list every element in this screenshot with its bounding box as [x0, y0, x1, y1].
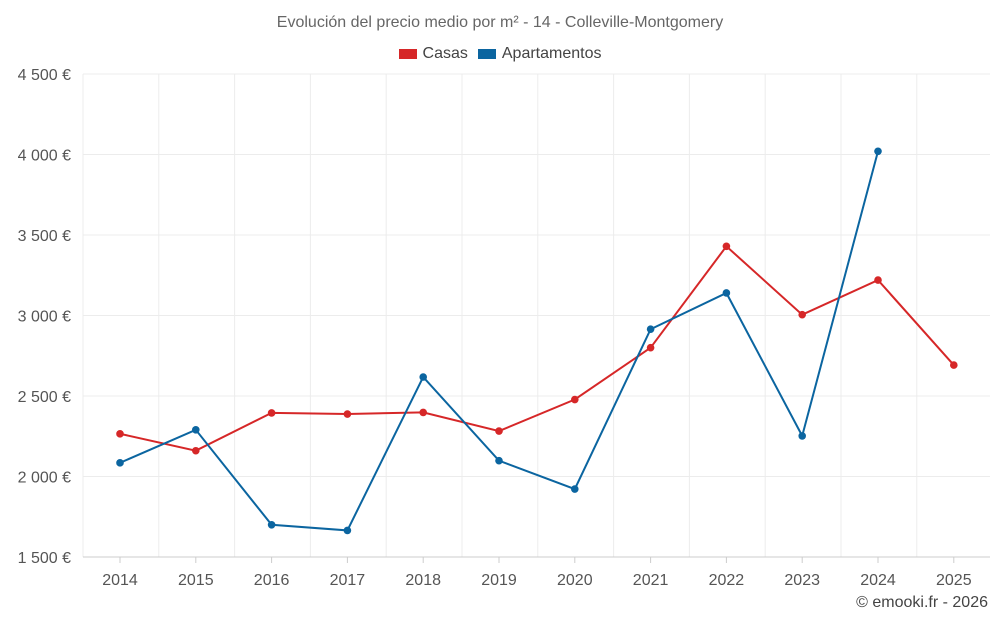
- x-tick-label: 2022: [709, 572, 745, 589]
- y-tick-label: 1 500 €: [18, 550, 71, 567]
- data-point-apartamentos[interactable]: [798, 432, 806, 440]
- x-tick-label: 2024: [860, 572, 896, 589]
- legend-swatch-casas: [398, 49, 417, 59]
- y-tick-label: 4 000 €: [18, 148, 71, 165]
- legend-item-apartamentos[interactable]: Apartamentos: [477, 45, 602, 63]
- y-tick-label: 2 500 €: [18, 389, 71, 406]
- grid: [82, 73, 990, 557]
- x-tick-label: 2018: [405, 572, 441, 589]
- data-point-casas[interactable]: [419, 408, 428, 417]
- legend-label-casas: Casas: [422, 45, 468, 62]
- data-point-apartamentos[interactable]: [722, 289, 731, 297]
- data-point-apartamentos[interactable]: [192, 426, 200, 434]
- data-point-apartamentos[interactable]: [646, 325, 655, 333]
- x-tick-label: 2017: [330, 572, 366, 589]
- x-tick-label: 2023: [784, 572, 820, 589]
- data-point-apartamentos[interactable]: [267, 521, 276, 529]
- x-tick-label: 2025: [936, 572, 972, 589]
- data-point-casas[interactable]: [571, 395, 579, 404]
- data-point-casas[interactable]: [874, 276, 882, 284]
- legend: Casas Apartamentos: [0, 45, 1000, 63]
- x-tick-label: 2020: [557, 572, 593, 589]
- axes: 1 500 € 2 000 € 2 500 € 3 000 € 3 500 € 4 000…: [18, 67, 990, 589]
- data-point-casas[interactable]: [495, 427, 503, 435]
- credit-text: © emooki.fr - 2026: [856, 594, 988, 611]
- chart-title: Evolución del precio medio por m² - 14 -…: [276, 14, 724, 31]
- legend-swatch-apartamentos: [477, 49, 496, 59]
- legend-label-apartamentos: Apartamentos: [501, 45, 602, 62]
- data-point-apartamentos[interactable]: [343, 526, 352, 535]
- x-tick-label: 2021: [633, 572, 669, 589]
- x-tick-label: 2015: [178, 572, 214, 589]
- y-tick-label: 3 000 €: [18, 309, 71, 326]
- data-point-casas[interactable]: [646, 343, 655, 352]
- x-tick-label: 2014: [102, 572, 138, 589]
- data-point-apartamentos[interactable]: [116, 459, 124, 467]
- y-tick-label: 4 500 €: [18, 67, 71, 84]
- legend-item-casas[interactable]: Casas: [398, 45, 468, 63]
- data-point-apartamentos[interactable]: [571, 485, 579, 493]
- y-tick-label: 2 000 €: [18, 470, 71, 487]
- data-point-apartamentos[interactable]: [419, 373, 428, 381]
- data-point-casas[interactable]: [798, 310, 806, 319]
- series-line-casas: [119, 244, 955, 452]
- data-point-casas[interactable]: [950, 361, 958, 369]
- y-tick-label: 3 500 €: [18, 228, 71, 245]
- data-point-casas[interactable]: [267, 409, 276, 417]
- data-point-casas[interactable]: [192, 446, 200, 455]
- data-point-casas[interactable]: [343, 410, 352, 418]
- data-point-casas[interactable]: [116, 430, 124, 438]
- data-point-apartamentos[interactable]: [874, 147, 882, 156]
- x-tick-label: 2016: [254, 572, 290, 589]
- data-point-casas[interactable]: [722, 242, 731, 251]
- data-point-apartamentos[interactable]: [495, 456, 503, 465]
- series-line-apartamentos: [119, 151, 879, 532]
- x-tick-label: 2019: [481, 572, 517, 589]
- series-layer: [116, 147, 958, 535]
